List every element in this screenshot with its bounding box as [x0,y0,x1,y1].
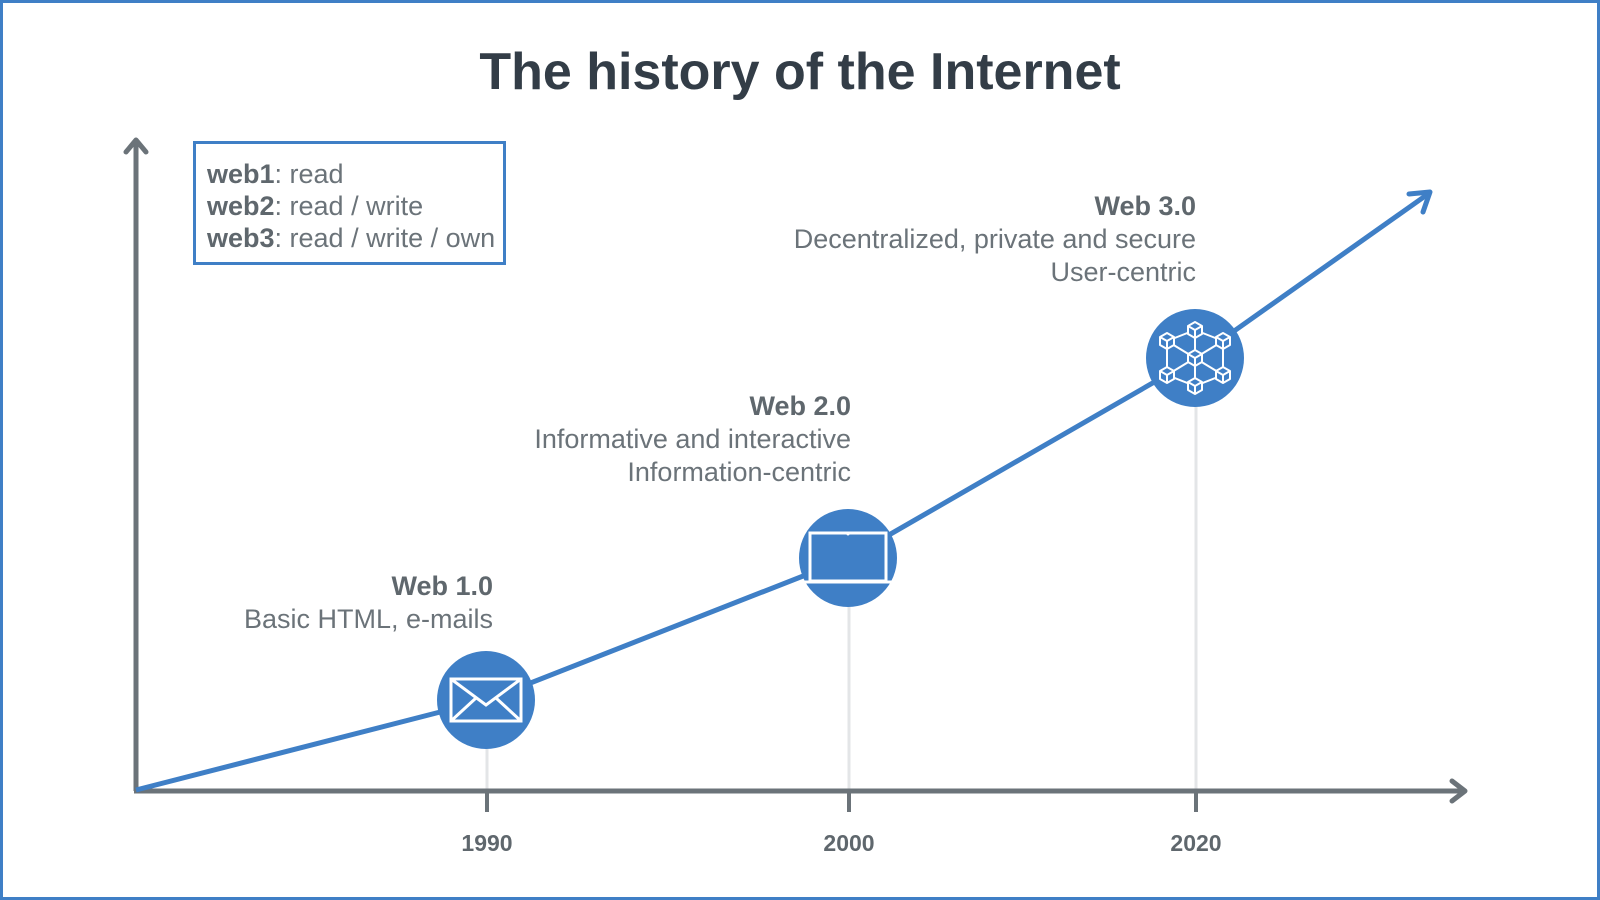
era-title: Web 3.0 [1094,191,1196,221]
y-axis-arrow [123,137,149,155]
legend-box: web1: read web2: read / write web3: read… [193,141,506,265]
legend-key: web2 [207,191,275,221]
year-label-1990: 1990 [461,830,513,856]
era-description: Basic HTML, e-mails [243,604,493,634]
growth-line-arrow [1406,189,1433,215]
x-axis-arrow [1449,778,1468,804]
legend-item-web3: web3: read / write / own [207,222,503,254]
blockchain-icon [1146,309,1244,407]
era-title: Web 1.0 [391,571,493,601]
era-description: Informative and interactive [534,424,851,454]
legend-value: : read / write [274,191,424,221]
era-web2: Web 2.0 Informative and interactive Info… [534,390,851,489]
legend-value: : read / write / own [274,223,496,253]
era-web1: Web 1.0 Basic HTML, e-mails [244,570,493,636]
era-web3: Web 3.0 Decentralized, private and secur… [794,190,1196,289]
era-description: User-centric [1050,257,1196,287]
envelope-icon [437,651,535,749]
laptop-icon [799,509,897,607]
era-description: Decentralized, private and secure [793,224,1196,254]
legend-item-web2: web2: read / write [207,190,503,222]
year-label-2000: 2000 [823,830,875,856]
legend-item-web1: web1: read [207,158,503,190]
growth-line [135,191,1430,793]
legend-value: : read [274,159,344,189]
year-label-2020: 2020 [1170,830,1222,856]
era-title: Web 2.0 [749,391,851,421]
legend-key: web1 [207,159,275,189]
era-description: Information-centric [627,457,851,487]
legend-key: web3 [207,223,275,253]
page-title: The history of the Internet [479,43,1121,101]
